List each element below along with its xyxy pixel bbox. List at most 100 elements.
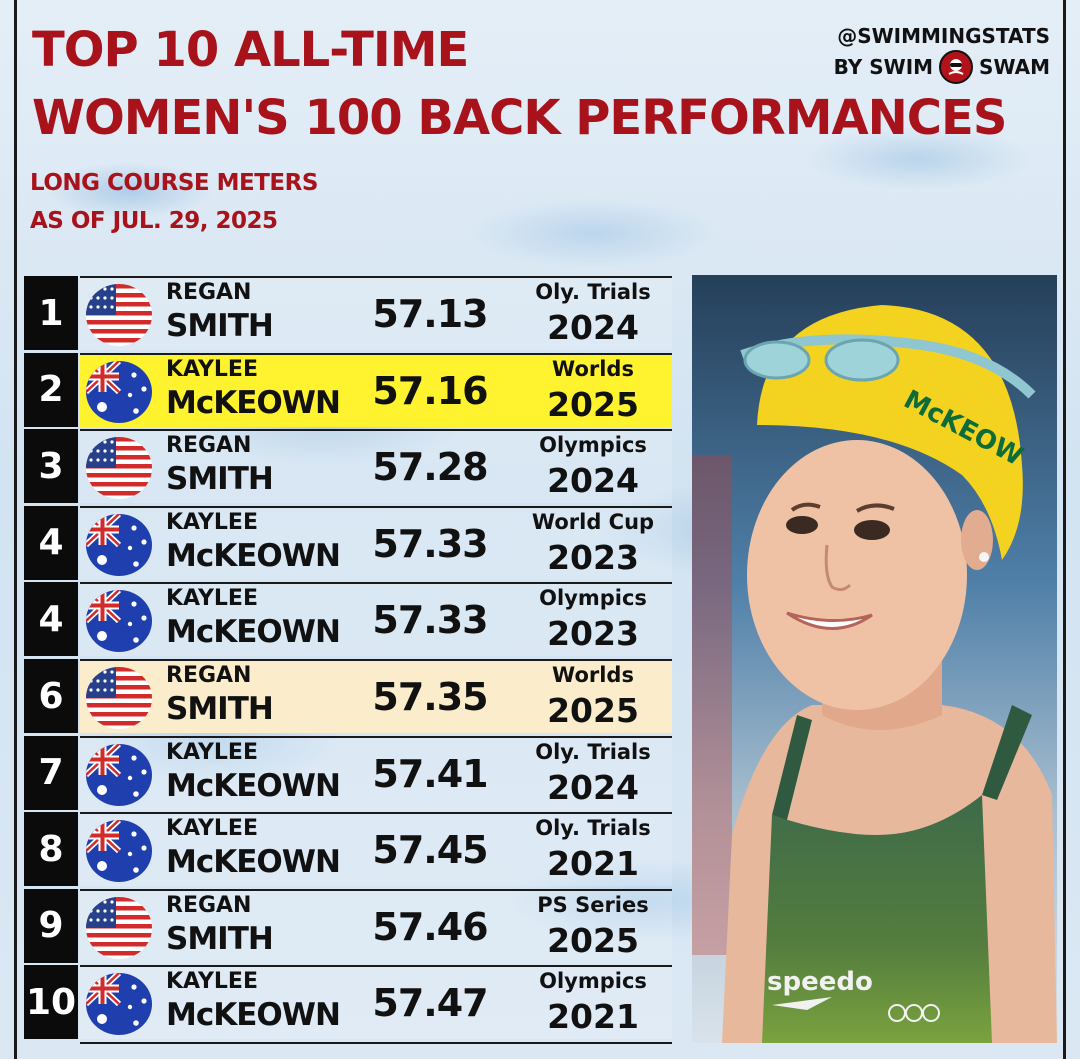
row-content: REGAN SMITH 57.28 Olympics 2024 xyxy=(80,429,672,504)
first-name: KAYLEE xyxy=(166,969,258,995)
table-row: 6 REGAN SMITH 57.35 Worlds 2025 xyxy=(24,659,672,733)
table-row: 8 KAYLEE McKEOWN 57.45 Oly. Trials 2021 xyxy=(24,812,672,887)
rank-cell: 8 xyxy=(24,812,78,887)
last-name: McKEOWN xyxy=(166,767,341,804)
last-name: SMITH xyxy=(166,920,274,957)
meet-name: PS Series xyxy=(537,892,649,917)
usa-flag-icon xyxy=(86,437,152,500)
first-name: KAYLEE xyxy=(166,509,258,535)
first-name: REGAN xyxy=(166,892,252,918)
swimmer-photo: McKEOW speedo xyxy=(692,275,1057,1043)
table-row: 7 KAYLEE McKEOWN 57.41 Oly. Trials 2024 xyxy=(24,735,672,810)
australia-flag-icon xyxy=(86,820,152,883)
meet-name: World Cup xyxy=(531,509,655,534)
australia-flag-icon xyxy=(86,513,152,576)
swim-time: 57.13 xyxy=(372,292,488,336)
subtitle-date: AS OF JUL. 29, 2025 xyxy=(30,208,278,234)
first-name: KAYLEE xyxy=(166,586,258,612)
table-row: 1 REGAN SMITH 57.13 Oly. Trials 2024 xyxy=(24,276,672,350)
swim-time: 57.16 xyxy=(372,368,488,413)
meet-year: 2021 xyxy=(547,844,639,884)
rank-cell: 4 xyxy=(24,505,78,580)
rank-cell: 4 xyxy=(24,582,78,657)
meet-year: 2025 xyxy=(547,384,639,424)
page-title-line1: TOP 10 ALL-TIME xyxy=(32,22,469,78)
table-row: 4 KAYLEE McKEOWN 57.33 Olympics 2023 xyxy=(24,582,672,657)
brand-handle: @SWIMMINGSTATS xyxy=(837,24,1050,48)
swim-time: 57.33 xyxy=(372,598,488,643)
australia-flag-icon xyxy=(86,973,152,1036)
rank-cell: 1 xyxy=(24,276,78,350)
last-name: McKEOWN xyxy=(166,997,341,1034)
australia-flag-icon xyxy=(86,743,152,806)
meet-name: Olympics xyxy=(539,586,647,611)
last-name: McKEOWN xyxy=(166,384,341,421)
meet-name: Oly. Trials xyxy=(535,739,651,764)
first-name: KAYLEE xyxy=(166,816,258,842)
brand-by-right: SWAM xyxy=(979,55,1050,79)
rank-cell: 10 xyxy=(24,965,78,1040)
meet-year: 2021 xyxy=(547,997,639,1037)
row-content: KAYLEE McKEOWN 57.16 Worlds 2025 xyxy=(80,352,672,427)
row-content: REGAN SMITH 57.46 PS Series 2025 xyxy=(80,888,672,963)
row-content: KAYLEE McKEOWN 57.33 Olympics 2023 xyxy=(80,582,672,657)
first-name: KAYLEE xyxy=(166,739,258,765)
meet-name: Worlds xyxy=(552,356,634,381)
brand-by-left: BY SWIM xyxy=(833,55,934,79)
meet-year: 2024 xyxy=(547,308,639,347)
brand-byline: BY SWIM SWAM xyxy=(834,50,1050,84)
swim-time: 57.33 xyxy=(372,521,488,566)
table-row: 10 KAYLEE McKEOWN 57.47 Olympics 2021 xyxy=(24,965,672,1040)
meet-name: Worlds xyxy=(552,663,634,687)
table-row: 4 KAYLEE McKEOWN 57.33 World Cup 2023 xyxy=(24,505,672,580)
page-title-line2: WOMEN'S 100 BACK PERFORMANCES xyxy=(32,90,1007,146)
meet-year: 2024 xyxy=(547,767,639,807)
table-row: 3 REGAN SMITH 57.28 Olympics 2024 xyxy=(24,429,672,504)
swim-time: 57.45 xyxy=(372,828,488,873)
table-row: 2 KAYLEE McKEOWN 57.16 Worlds 2025 xyxy=(24,352,672,427)
table-bottom-rule xyxy=(80,1042,672,1044)
last-name: McKEOWN xyxy=(166,537,341,574)
row-content: KAYLEE McKEOWN 57.33 World Cup 2023 xyxy=(80,505,672,580)
usa-flag-icon xyxy=(86,896,152,959)
first-name: REGAN xyxy=(166,433,252,459)
swim-time: 57.46 xyxy=(372,904,488,949)
meet-year: 2025 xyxy=(547,691,639,730)
swim-time: 57.47 xyxy=(372,981,488,1026)
meet-year: 2023 xyxy=(547,537,639,577)
first-name: REGAN xyxy=(166,663,252,688)
row-content: KAYLEE McKEOWN 57.45 Oly. Trials 2021 xyxy=(80,812,672,887)
last-name: McKEOWN xyxy=(166,844,341,881)
rank-cell: 3 xyxy=(24,429,78,504)
speedo-logo: speedo xyxy=(767,967,873,997)
rank-cell: 6 xyxy=(24,659,78,733)
meet-name: Oly. Trials xyxy=(535,816,651,841)
australia-flag-icon xyxy=(86,590,152,653)
meet-name: Olympics xyxy=(539,969,647,994)
table-row: 9 REGAN SMITH 57.46 PS Series 2025 xyxy=(24,888,672,963)
rank-cell: 9 xyxy=(24,888,78,963)
australia-flag-icon xyxy=(86,360,152,423)
subtitle-course: LONG COURSE METERS xyxy=(30,170,318,196)
swimswam-logo-icon xyxy=(939,50,974,84)
row-content: KAYLEE McKEOWN 57.47 Olympics 2021 xyxy=(80,965,672,1040)
meet-year: 2025 xyxy=(547,920,639,960)
swim-time: 57.35 xyxy=(372,675,488,719)
usa-flag-icon xyxy=(86,284,152,346)
row-content: KAYLEE McKEOWN 57.41 Oly. Trials 2024 xyxy=(80,735,672,810)
rank-cell: 7 xyxy=(24,735,78,810)
row-content: REGAN SMITH 57.35 Worlds 2025 xyxy=(80,659,672,733)
page-frame xyxy=(14,0,1066,1059)
usa-flag-icon xyxy=(86,667,152,729)
meet-name: Olympics xyxy=(539,433,647,458)
first-name: KAYLEE xyxy=(166,356,258,382)
meet-name: Oly. Trials xyxy=(535,280,651,304)
row-content: REGAN SMITH 57.13 Oly. Trials 2024 xyxy=(80,276,672,350)
swim-time: 57.28 xyxy=(372,445,488,490)
last-name: SMITH xyxy=(166,691,274,727)
last-name: SMITH xyxy=(166,308,274,344)
first-name: REGAN xyxy=(166,280,252,305)
swim-time: 57.41 xyxy=(372,751,488,796)
last-name: SMITH xyxy=(166,461,274,498)
brand-block: @SWIMMINGSTATS BY SWIM SWAM xyxy=(834,22,1050,84)
